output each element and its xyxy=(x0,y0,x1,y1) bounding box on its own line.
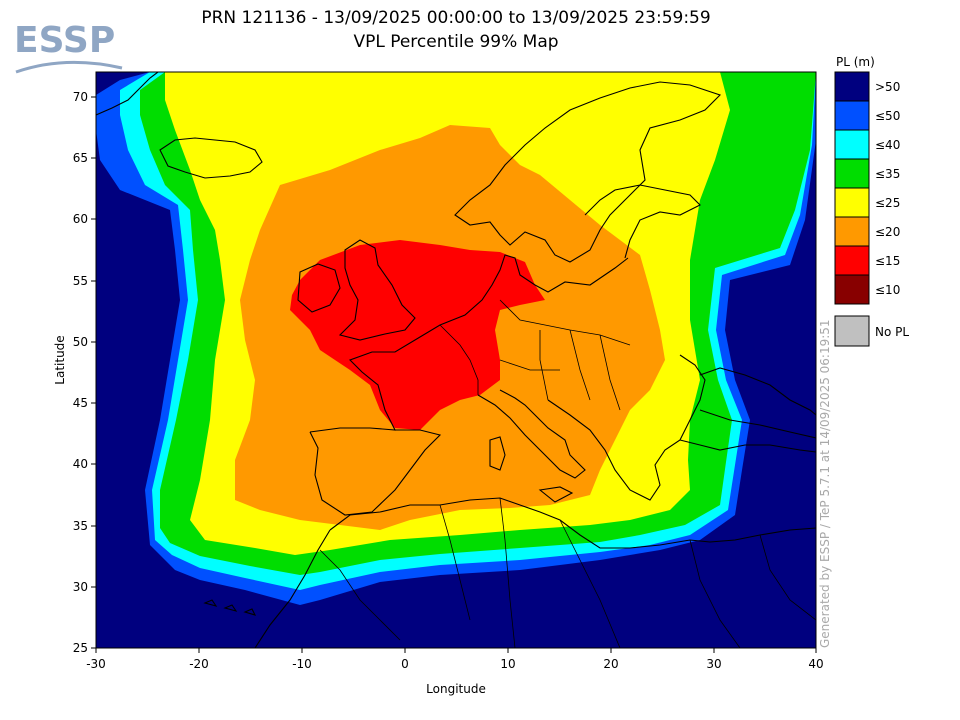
y-tick-label: 40 xyxy=(73,457,88,471)
legend-swatch-no-pl xyxy=(834,315,870,347)
legend-swatch-gt50 xyxy=(834,71,870,102)
generated-by-watermark: Generated by ESSP / TeP 5.7.1 at 14/09/2… xyxy=(818,319,832,648)
legend-swatch-le25 xyxy=(834,187,870,218)
legend-swatch-le20 xyxy=(834,216,870,247)
essp-logo-text: ESSP xyxy=(14,20,115,61)
logo-swoosh xyxy=(15,60,123,74)
legend-swatch-le10 xyxy=(834,274,870,305)
coastline-canaries xyxy=(203,599,257,616)
coastline-continent-west xyxy=(309,254,629,433)
y-tick-label: 70 xyxy=(73,90,88,104)
coastline-greenland xyxy=(96,72,159,116)
y-tick-label: 50 xyxy=(73,335,88,349)
legend-label-le15: ≤15 xyxy=(875,254,901,268)
y-tick-label: 45 xyxy=(73,396,88,410)
y-axis-label: Latitude xyxy=(53,335,67,384)
x-tick-label: 0 xyxy=(401,657,409,671)
y-tick-label: 35 xyxy=(73,519,88,533)
legend-label-no-pl: No PL xyxy=(875,325,910,339)
coastline-balkans xyxy=(547,354,706,501)
map-subtitle: VPL Percentile 99% Map xyxy=(353,32,559,52)
x-tick-label: -30 xyxy=(86,657,106,671)
essp-logo-graphic: ESSP xyxy=(14,20,123,74)
coastline-black-sea xyxy=(699,367,816,439)
legend-label-le10: ≤10 xyxy=(875,283,901,297)
y-tick-label: 60 xyxy=(73,212,88,226)
pl-region-le15 xyxy=(290,240,545,430)
legend-label-le25: ≤25 xyxy=(875,196,901,210)
x-tick-label: 10 xyxy=(500,657,515,671)
x-tick-label: -10 xyxy=(292,657,312,671)
coastline-turkey xyxy=(679,439,816,453)
coastline-north-africa xyxy=(329,497,816,549)
coastline-iceland xyxy=(159,137,263,179)
legend-title: PL (m) xyxy=(836,55,875,69)
plot-area xyxy=(96,72,816,648)
legend-label-le40: ≤40 xyxy=(875,138,901,152)
legend-label-gt50: >50 xyxy=(875,80,901,94)
map-title: PRN 121136 - 13/09/2025 00:00:00 to 13/0… xyxy=(201,8,711,28)
x-tick-label: 30 xyxy=(706,657,721,671)
legend-swatch-le50 xyxy=(834,100,870,131)
coastline-italy xyxy=(477,389,586,479)
coastline-ireland xyxy=(297,263,341,313)
legend-label-le50: ≤50 xyxy=(875,109,901,123)
legend-swatches xyxy=(834,71,870,347)
y-tick-label: 30 xyxy=(73,580,88,594)
y-tick-label: 65 xyxy=(73,151,88,165)
legend-swatch-le15 xyxy=(834,245,870,276)
country-borders xyxy=(319,299,816,648)
coastline-iberia xyxy=(309,429,442,516)
plot-frame xyxy=(95,71,817,649)
essp-logo: ESSP xyxy=(10,10,130,84)
y-tick-label: 25 xyxy=(73,641,88,655)
coastline-morocco xyxy=(254,529,331,648)
coastline-baltic xyxy=(584,184,701,259)
x-tick-label: 20 xyxy=(603,657,618,671)
coastline-sicily xyxy=(538,486,574,503)
legend-swatch-le40 xyxy=(834,129,870,160)
coastline-sardinia xyxy=(489,436,506,471)
x-axis: -30 -20 -10 0 10 20 30 40 Longitude xyxy=(86,648,824,696)
legend-label-le20: ≤20 xyxy=(875,225,901,239)
legend-label-le35: ≤35 xyxy=(875,167,901,181)
x-axis-label: Longitude xyxy=(426,682,486,696)
coastline-britain xyxy=(338,239,416,341)
x-tick-label: -20 xyxy=(189,657,209,671)
y-axis: 25 30 35 40 45 50 55 60 65 70 Latitude xyxy=(53,90,96,655)
legend-swatch-le35 xyxy=(834,158,870,189)
coastline-scandinavia xyxy=(454,81,722,263)
x-tick-label: 40 xyxy=(808,657,823,671)
coastlines xyxy=(96,72,816,648)
y-tick-label: 55 xyxy=(73,274,88,288)
